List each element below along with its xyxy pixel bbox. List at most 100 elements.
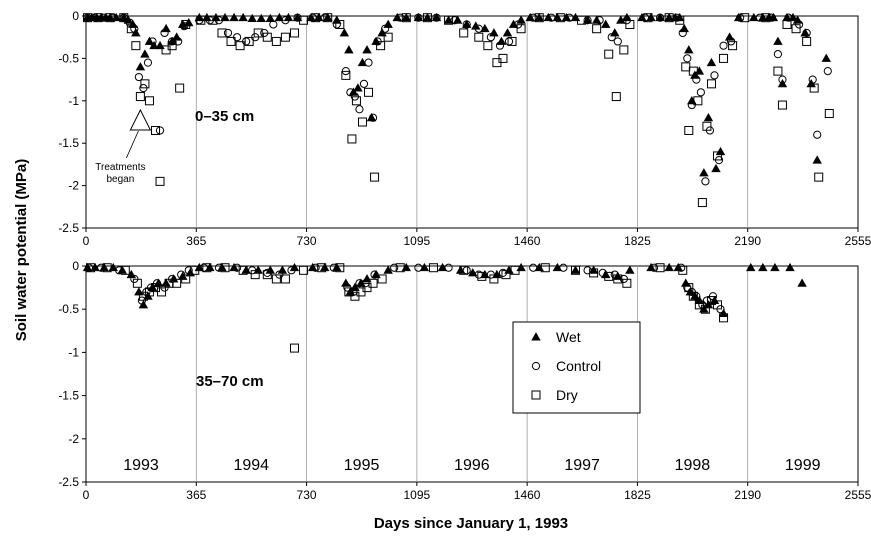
x-tick-label: 2190 (734, 234, 761, 248)
data-point-wet (144, 36, 155, 45)
x-tick-label: 1460 (514, 234, 541, 248)
x-tick-label: 365 (186, 488, 206, 502)
data-point-dry (253, 28, 263, 38)
data-point-wet (600, 19, 611, 28)
data-point-dry (280, 274, 290, 284)
y-tick-label: -2 (68, 432, 79, 446)
data-point-dry (706, 79, 716, 89)
data-point-control (583, 16, 592, 25)
data-point-dry (712, 151, 722, 161)
data-point-dry (244, 36, 254, 46)
data-point-wet (496, 36, 507, 45)
data-point-dry (395, 263, 405, 273)
data-point-control (432, 13, 441, 22)
data-point-dry (684, 283, 694, 293)
x-tick-label: 0 (83, 234, 90, 248)
data-point-dry (809, 83, 819, 93)
data-point-wet (117, 265, 127, 274)
data-point-dry (86, 263, 96, 273)
data-point-wet (362, 45, 372, 54)
data-point-wet (452, 15, 463, 24)
data-point-dry (370, 172, 380, 182)
data-point-control (583, 266, 592, 275)
data-point-dry (131, 41, 141, 51)
data-point-wet (788, 12, 798, 22)
y-tick-label: -2.5 (58, 221, 79, 235)
data-point-dry (83, 13, 93, 23)
data-point-control (813, 130, 822, 139)
data-point-dry (719, 313, 729, 323)
data-point-control (329, 263, 338, 272)
data-point-wet (229, 12, 239, 22)
data-point-wet (570, 265, 581, 274)
data-point-wet (323, 12, 333, 22)
series-dry (86, 263, 729, 353)
data-point-dry (235, 41, 245, 51)
y-tick-label: -1 (68, 94, 79, 108)
panel-35-70cm: 0 365 730 1095 1460 1825 2190 2555 0 -0.5 -1 -1.5 -2… (58, 259, 871, 502)
data-point-wet (217, 262, 227, 272)
data-point-control (281, 16, 290, 25)
data-point-control (155, 126, 165, 135)
data-point-wet (758, 262, 768, 272)
data-point-control (100, 13, 109, 22)
data-point-dry (181, 19, 191, 29)
data-point-control (474, 24, 483, 33)
x-tick-label: 1825 (624, 234, 651, 248)
data-point-control (364, 58, 373, 67)
data-point-dry (422, 13, 432, 23)
data-point-dry (643, 13, 653, 23)
year-label: 1996 (454, 457, 490, 474)
x-tick-label: 365 (186, 234, 206, 248)
data-point-dry (604, 49, 614, 59)
data-point-wet (140, 49, 150, 58)
data-point-control (767, 13, 776, 22)
data-point-dry (144, 96, 154, 106)
legend-label: Wet (556, 329, 581, 345)
x-tick-label: 2555 (845, 234, 871, 248)
data-point-control (808, 75, 817, 84)
data-point-dry (102, 263, 112, 273)
data-point-control (784, 13, 793, 22)
data-point-control (232, 263, 242, 272)
year-label: 1999 (785, 457, 821, 474)
data-point-wet (664, 12, 674, 22)
data-point-dry (664, 13, 674, 23)
data-point-control (450, 16, 459, 25)
data-point-control (823, 67, 832, 76)
data-point-wet (392, 12, 402, 22)
data-point-wet (711, 163, 721, 173)
data-point-dry (280, 32, 290, 42)
data-point-dry (688, 66, 698, 76)
data-point-control (598, 268, 607, 278)
annotation-pointer (126, 130, 139, 159)
data-point-control (223, 28, 233, 38)
data-point-control (359, 79, 369, 88)
data-point-control (414, 13, 423, 22)
data-point-dry (655, 263, 665, 273)
data-point-dry (289, 28, 299, 38)
data-point-dry (167, 41, 177, 51)
data-point-control (311, 263, 320, 272)
data-point-dry (150, 125, 160, 135)
y-tick-label: -2.5 (58, 475, 79, 489)
data-point-control (613, 37, 622, 46)
data-point-dry (555, 13, 565, 23)
data-point-wet (319, 262, 330, 272)
data-point-dry (777, 100, 787, 110)
data-point-control (696, 88, 705, 97)
data-point-dry (728, 41, 738, 51)
data-point-dry (262, 32, 272, 42)
data-point-dry (226, 36, 236, 46)
data-point-dry (622, 278, 632, 288)
x-tick-label: 730 (297, 234, 317, 248)
data-point-wet (792, 15, 803, 24)
data-point-control (559, 263, 568, 272)
data-point-dry (132, 278, 142, 288)
data-point-wet (679, 23, 689, 33)
data-point-dry (376, 41, 386, 51)
data-point-dry (119, 13, 129, 23)
data-point-control (396, 13, 405, 22)
data-point-wet (194, 262, 205, 272)
data-point-wet (812, 155, 822, 164)
